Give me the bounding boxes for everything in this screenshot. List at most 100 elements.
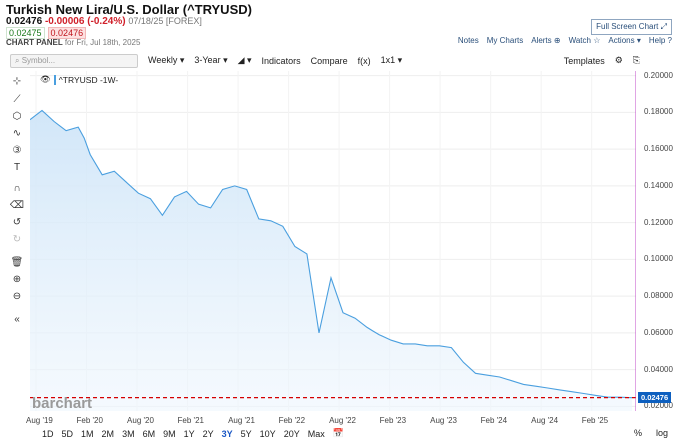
magnet-icon[interactable]: ∩	[13, 183, 21, 194]
watch-link[interactable]: Watch ☆	[568, 36, 601, 45]
text-tool-icon[interactable]: T	[13, 162, 21, 173]
x-tick-label: Aug '19	[26, 416, 53, 425]
percent-toggle[interactable]: %	[633, 428, 642, 438]
y-tick-label: 0.14000	[644, 180, 673, 190]
chart-type-button[interactable]: ◢ ▾	[237, 55, 252, 65]
last-price-label: 0.02476	[638, 391, 672, 403]
x-tick-label: Feb '21	[177, 416, 204, 425]
x-tick-label: Aug '21	[228, 416, 255, 425]
calendar-icon[interactable]: 📅	[332, 428, 344, 438]
series-label: ^TRYUSD -1W-	[58, 74, 119, 85]
search-icon: ⌕	[15, 55, 20, 65]
x-tick-label: Feb '20	[76, 416, 103, 425]
shape-tool-icon[interactable]: ⬡	[12, 111, 22, 122]
price-line	[30, 109, 633, 399]
chart-panel-label: CHART PANEL for Fri, Jul 18th, 2025	[6, 38, 140, 47]
page-title: Turkish New Lira/U.S. Dollar (^TRYUSD)	[6, 2, 252, 17]
y-tick-label: 0.04000	[644, 364, 673, 374]
period-button-3m[interactable]: 3M	[122, 428, 135, 439]
period-button-10y[interactable]: 10Y	[259, 428, 276, 439]
period-button-2m[interactable]: 2M	[101, 428, 115, 439]
eraser-icon[interactable]: ⌫	[9, 200, 25, 211]
x-tick-label: Aug '24	[531, 416, 559, 425]
trend-line-tool-icon[interactable]: ⟋	[13, 94, 21, 105]
period-button-max[interactable]: Max	[307, 428, 325, 439]
caret-down-icon: ▾	[636, 36, 641, 45]
x-tick-label: Feb '22	[278, 416, 306, 425]
y-tick-label: 0.02000	[644, 401, 673, 411]
eye-icon[interactable]: 👁	[40, 74, 51, 84]
period-button-3y[interactable]: 3Y	[221, 428, 233, 439]
range-select[interactable]: 3-Year ▾	[194, 55, 228, 65]
zoom-in-icon[interactable]: ⊕	[12, 274, 22, 285]
y-tick-label: 0.06000	[644, 327, 673, 337]
full-screen-button[interactable]: Full Screen Chart ⤢	[591, 19, 672, 35]
trash-icon[interactable]: 🗑	[10, 257, 24, 268]
gear-icon[interactable]: ⚙	[614, 55, 623, 65]
period-button-9m[interactable]: 9M	[163, 428, 176, 439]
y-tick-label: 0.08000	[644, 291, 673, 301]
period-button-1m[interactable]: 1M	[81, 428, 94, 439]
panel-title: CHART PANEL	[6, 38, 63, 47]
log-toggle[interactable]: log	[655, 428, 668, 438]
x-tick-label: Feb '23	[379, 416, 407, 425]
actions-menu[interactable]: Actions ▾	[608, 36, 641, 45]
help-icon: ?	[667, 36, 672, 45]
x-tick-label: Feb '25	[581, 416, 609, 425]
add-icon: ⊕	[553, 36, 561, 45]
period-button-1d[interactable]: 1D	[42, 428, 54, 439]
quote-line: 0.02476 -0.00006 (-0.24%) 07/18/25 [FORE…	[6, 16, 202, 27]
symbol-input[interactable]: ⌕ Symbol...	[10, 53, 138, 68]
y-tick-label: 0.16000	[644, 144, 673, 154]
panel-date: for Fri, Jul 18th, 2025	[64, 38, 141, 47]
undo-icon[interactable]: ↺	[12, 217, 22, 228]
y-tick-label: 0.10000	[644, 254, 673, 264]
period-button-5d[interactable]: 5D	[61, 428, 74, 439]
expand-icon: ⤢	[660, 22, 667, 31]
period-selector: 1D 5D 1M 2M 3M 6M 9M 1Y 2Y 3Y 5Y 10Y 20Y Max 📅	[42, 428, 352, 439]
full-screen-label: Full Screen Chart	[596, 22, 659, 31]
my-charts-link[interactable]: My Charts	[486, 36, 524, 45]
bid-value: 0.02475	[6, 27, 45, 39]
mountain-chart-icon: ◢	[237, 55, 245, 65]
price-chart[interactable]	[30, 71, 636, 411]
star-icon: ☆	[593, 36, 601, 45]
period-button-1y[interactable]: 1Y	[183, 428, 195, 439]
period-button-5y[interactable]: 5Y	[240, 428, 252, 439]
period-button-20y[interactable]: 20Y	[283, 428, 300, 439]
x-tick-label: Aug '22	[329, 416, 356, 425]
redo-icon[interactable]: ↻	[12, 234, 22, 245]
ask-value: 0.02476	[47, 27, 87, 39]
compare-button[interactable]: Compare	[310, 55, 348, 66]
last-price: 0.02476	[6, 16, 43, 27]
collapse-sidebar-icon[interactable]: «	[14, 314, 20, 325]
period-button-6m[interactable]: 6M	[142, 428, 156, 439]
fx-button[interactable]: f(x)	[357, 55, 371, 66]
y-tick-label: 0.12000	[644, 217, 673, 227]
chart-toolbar: ⌕ Symbol... Weekly ▾ 3-Year ▾ ◢ ▾ Indica…	[10, 52, 640, 69]
x-tick-label: Aug '23	[430, 416, 458, 425]
pattern-tool-icon[interactable]: ∿	[12, 128, 22, 139]
top-links: Notes My Charts Alerts ⊕ Watch ☆ Actions…	[458, 36, 672, 45]
period-button-2y[interactable]: 2Y	[202, 428, 214, 439]
templates-button[interactable]: Templates	[563, 55, 605, 66]
alerts-link[interactable]: Alerts ⊕	[531, 36, 561, 45]
quote-meta: 07/18/25 [FOREX]	[128, 16, 202, 26]
series-legend: 👁 ^TRYUSD -1W-	[40, 74, 118, 85]
interval-select[interactable]: Weekly ▾	[148, 55, 185, 65]
help-link[interactable]: Help ?	[648, 36, 672, 45]
barchart-logo: barchart	[32, 395, 93, 412]
crosshair-tool-icon[interactable]: ⊹	[12, 76, 22, 87]
series-color-swatch	[53, 74, 56, 85]
notes-link[interactable]: Notes	[457, 36, 479, 45]
scale-options: % log	[634, 428, 668, 438]
zoom-out-icon[interactable]: ⊖	[12, 291, 22, 302]
bid-ask: 0.02475 0.02476	[6, 27, 87, 39]
price-area	[30, 110, 632, 411]
share-icon[interactable]: ⎘	[632, 55, 640, 65]
y-tick-label: 0.20000	[644, 70, 673, 80]
fibonacci-tool-icon[interactable]: ③	[12, 145, 22, 156]
indicators-button[interactable]: Indicators	[261, 55, 301, 66]
x-tick-label: Aug '20	[127, 416, 154, 425]
layout-select[interactable]: 1x1 ▾	[380, 55, 403, 65]
